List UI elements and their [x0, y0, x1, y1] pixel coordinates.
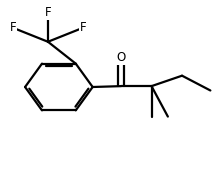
Text: F: F: [10, 21, 16, 34]
Text: O: O: [116, 51, 126, 64]
Text: F: F: [45, 6, 51, 19]
Text: F: F: [80, 21, 86, 34]
